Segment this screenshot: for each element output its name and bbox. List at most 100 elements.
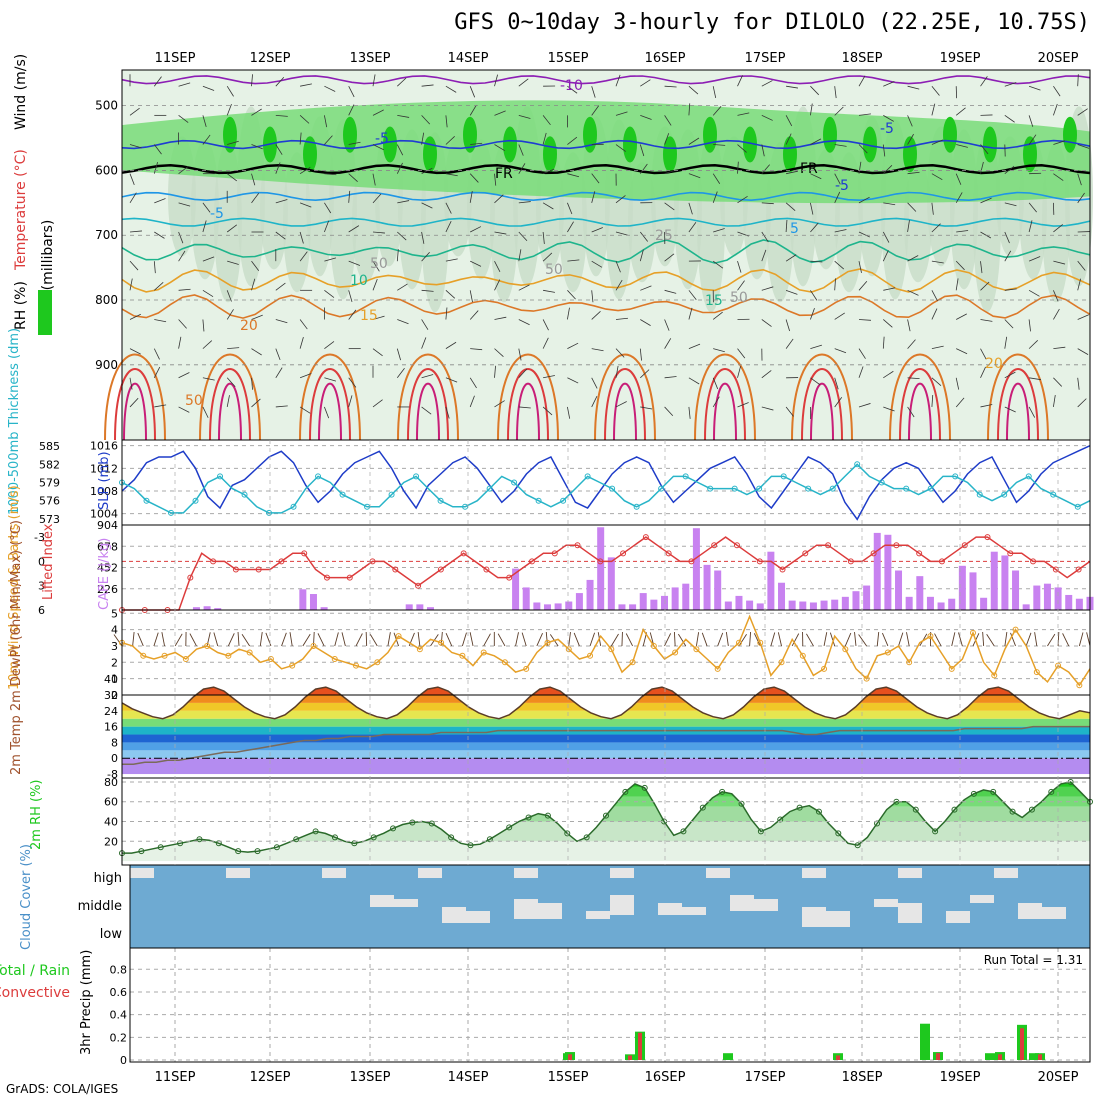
thickness-line-marker	[878, 479, 885, 486]
wind-barb-10m	[281, 632, 287, 647]
wind-barb	[761, 370, 772, 379]
top-date-label: 19SEP	[940, 51, 981, 66]
rh-peak	[623, 126, 637, 163]
wind-barb	[494, 260, 501, 273]
wind-barb	[324, 406, 330, 419]
bottom-date-label: 17SEP	[745, 1070, 786, 1085]
warm-contour	[694, 353, 756, 441]
lifted-index-line-marker	[665, 550, 672, 557]
rh2m-line-marker	[796, 804, 803, 811]
wind-barb	[324, 115, 328, 128]
wind-barb	[1077, 108, 1088, 116]
warm-contour	[713, 382, 737, 441]
lifted-index-line-marker	[187, 574, 194, 581]
lifted-index-line-marker	[984, 534, 991, 541]
cape-bar	[1065, 594, 1073, 610]
lifted-index-line-marker	[460, 550, 467, 557]
wind-barb	[615, 317, 628, 320]
lifted-index-line-marker	[642, 534, 649, 541]
wind-barb	[591, 310, 601, 320]
cape-bar	[203, 606, 211, 610]
wind-barb	[615, 348, 625, 358]
wind-barb-10m	[753, 633, 761, 647]
wind-speed-line-marker	[416, 646, 423, 653]
wind-barb	[348, 141, 361, 145]
wind-barb-10m	[369, 633, 378, 647]
cape-bar	[629, 604, 637, 610]
wind-barb	[542, 319, 549, 331]
rh2m-line-marker	[409, 819, 416, 826]
wind-barb	[810, 308, 815, 320]
wind-barb	[324, 341, 335, 349]
wind-barb	[226, 395, 230, 408]
wind-barb	[153, 76, 162, 87]
wind-barb	[980, 261, 983, 274]
wind-barb	[931, 173, 943, 181]
wind-barb	[980, 366, 986, 378]
warm-contour	[594, 353, 656, 441]
thickness-line-marker	[437, 497, 444, 504]
wind-barb	[251, 278, 256, 291]
wind-barb-10m	[677, 633, 687, 647]
contour-label: 15	[705, 293, 723, 309]
wind-barb-10m	[445, 632, 453, 647]
slp-line	[121, 445, 1091, 521]
wind-barb	[615, 401, 627, 408]
cloud-gap-middle	[754, 899, 778, 911]
wind-barb	[664, 376, 677, 379]
wind-barb	[1028, 289, 1040, 297]
wind-barb-10m	[161, 632, 165, 647]
top-date-label: 13SEP	[350, 51, 391, 66]
wind-barb	[640, 319, 651, 326]
cape-bar	[1054, 587, 1062, 610]
wind-barb	[445, 290, 456, 299]
thickness-tick-label: 573	[39, 513, 60, 526]
temp-band	[122, 750, 1090, 759]
wind-barb	[469, 377, 477, 389]
cloud-row-label: middle	[78, 899, 122, 914]
wind-barb	[372, 74, 376, 87]
wind-barb	[396, 348, 401, 361]
wind-barb	[421, 231, 425, 244]
rh2m-line-marker	[293, 836, 300, 843]
cloud-gap-middle	[442, 907, 466, 923]
wind-barb	[129, 348, 141, 355]
rh-tick-label: 20	[104, 835, 118, 848]
wind-barb	[810, 290, 818, 301]
temp-tick-label: 32	[104, 689, 118, 702]
wind-barb	[251, 193, 260, 204]
cloud-gap-middle	[586, 911, 610, 919]
wind-barb-10m	[259, 632, 263, 647]
bottom-date-label: 13SEP	[350, 1070, 391, 1085]
precip-tick-label: 0.4	[110, 1009, 128, 1022]
rh2m-line	[122, 781, 1091, 854]
cape-bar	[841, 596, 849, 610]
wind-speed-line-marker	[544, 639, 551, 646]
wind-barb-10m	[1025, 632, 1032, 647]
wind-speed-line-marker	[757, 639, 764, 646]
temperature-contour	[121, 294, 1091, 319]
wind-barb	[469, 190, 473, 203]
wind-barb	[470, 226, 482, 233]
wind-barb	[469, 395, 475, 408]
precip-convective-bar	[998, 1054, 1002, 1060]
wind-barb	[955, 377, 960, 390]
wind-barb	[664, 319, 670, 331]
wind-barb	[470, 142, 483, 145]
rh-peak	[863, 126, 877, 163]
wind-title: 10m Wind Speed & Barbs (m/s)	[7, 485, 22, 690]
rh2m-line-marker	[738, 800, 745, 807]
wind-speed-line-marker	[161, 652, 168, 659]
cloud-gap-high	[514, 868, 538, 878]
wind-barb	[931, 202, 934, 215]
cape-bar	[703, 564, 711, 610]
wind-barb-10m	[237, 631, 240, 646]
wind-barb	[785, 289, 798, 295]
wind-barb-10m	[610, 633, 619, 647]
warm-contour	[497, 353, 559, 441]
wind-speed-line-marker	[714, 665, 721, 672]
rh-peak	[823, 116, 837, 153]
run-total-label: Run Total = 1.31	[984, 953, 1083, 967]
thickness-tick-label: 576	[39, 495, 60, 508]
cape-bar	[543, 604, 551, 610]
